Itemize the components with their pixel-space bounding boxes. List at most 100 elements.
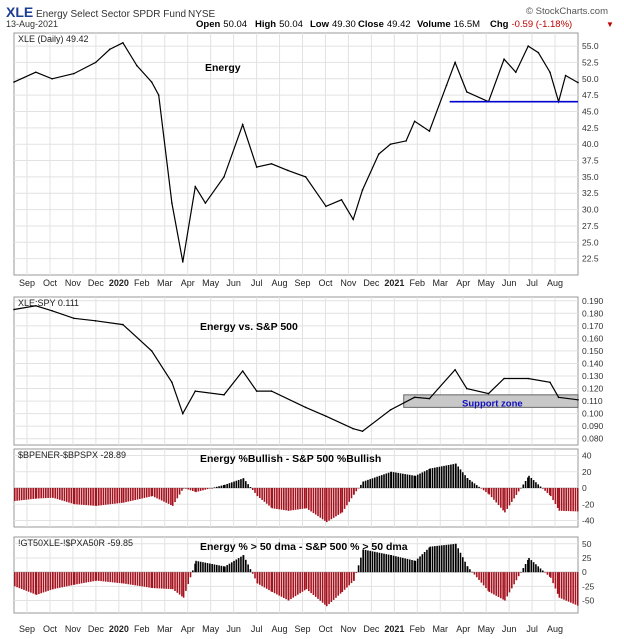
bar — [497, 488, 500, 506]
bar — [469, 479, 471, 488]
bar — [528, 475, 530, 488]
bar — [506, 572, 508, 597]
bar — [136, 572, 139, 586]
bar — [102, 572, 105, 582]
x-tick-label-top: 2021 — [384, 278, 404, 288]
bar — [475, 485, 478, 488]
bar — [195, 560, 197, 573]
bar — [570, 572, 572, 603]
bar — [292, 488, 295, 511]
bar — [127, 572, 130, 585]
bar — [510, 572, 513, 589]
bar — [346, 572, 348, 588]
bar — [240, 556, 242, 573]
bar — [230, 562, 233, 573]
bar — [153, 572, 156, 589]
bar — [459, 552, 462, 573]
y-tick-label: -50 — [582, 596, 595, 606]
bar — [176, 488, 179, 499]
bar — [78, 488, 81, 505]
data-point — [445, 84, 448, 87]
chg-value: -0.59 (-1.18%) — [511, 19, 572, 30]
bar — [376, 552, 378, 573]
bar — [414, 560, 417, 573]
data-point — [325, 415, 327, 417]
bar — [546, 572, 549, 575]
x-tick-label-top: Mar — [157, 278, 173, 288]
x-tick-label-bottom: Dec — [363, 624, 380, 634]
bar — [87, 488, 90, 506]
bar — [285, 572, 287, 600]
bar — [464, 561, 466, 573]
bar — [197, 488, 200, 492]
bar — [478, 486, 480, 488]
bar — [72, 488, 75, 504]
bar — [156, 488, 158, 499]
data-point — [465, 387, 468, 390]
bar — [111, 572, 114, 583]
y-tick-label: 0.180 — [582, 308, 604, 318]
bar — [339, 488, 342, 514]
data-point — [413, 120, 416, 123]
bar — [576, 488, 579, 512]
bar — [134, 488, 137, 501]
bar — [44, 572, 47, 592]
bar — [574, 488, 577, 512]
bar — [390, 471, 393, 488]
bar — [374, 477, 376, 488]
data-point — [389, 143, 392, 145]
bar — [539, 486, 542, 488]
bar — [278, 488, 280, 510]
bar — [343, 572, 346, 590]
bar — [360, 484, 362, 488]
bar — [392, 555, 395, 573]
bar — [504, 488, 506, 513]
data-point — [389, 409, 392, 411]
y-tick-label: 37.5 — [582, 156, 599, 166]
y-tick-label: 42.5 — [582, 123, 599, 133]
bar — [153, 488, 156, 498]
bar — [544, 488, 546, 491]
bar — [276, 572, 278, 595]
bar — [211, 563, 213, 573]
bar — [348, 488, 351, 502]
bar — [30, 488, 32, 500]
panel-legend: $BPENER-$BPSPX -28.89 — [18, 450, 126, 460]
bar — [211, 487, 213, 489]
bar — [548, 572, 551, 577]
bar — [256, 572, 259, 584]
bar — [421, 554, 424, 573]
x-tick-label-bottom: Jul — [526, 624, 538, 634]
bar — [95, 572, 98, 581]
data-point — [454, 368, 456, 371]
bar — [348, 572, 351, 586]
bar — [213, 564, 216, 573]
bar — [469, 569, 471, 573]
bar — [434, 467, 436, 488]
bar — [261, 572, 263, 587]
x-tick-label-top: Aug — [272, 278, 288, 288]
bar — [141, 488, 143, 499]
panel-annotation: Energy % > 50 dma - S&P 500 % > 50 dma — [200, 541, 408, 553]
x-tick-label-bottom: Nov — [65, 624, 82, 634]
data-point — [182, 412, 184, 415]
bar — [94, 572, 97, 581]
bar — [369, 550, 372, 573]
bar — [330, 488, 333, 520]
bar — [459, 469, 462, 488]
source-credit: © StockCharts.com — [526, 6, 608, 17]
bar — [480, 488, 483, 489]
bar — [90, 488, 92, 506]
bar — [549, 572, 552, 578]
y-tick-label: 40.0 — [582, 139, 599, 149]
bar — [297, 488, 299, 510]
bar — [109, 572, 112, 583]
bar — [414, 475, 417, 488]
data-point — [352, 218, 354, 221]
bar — [273, 572, 276, 594]
x-tick-label-top: Oct — [318, 278, 333, 288]
data-point — [503, 58, 505, 60]
x-tick-label-top: Aug — [547, 278, 563, 288]
y-tick-label: 0.150 — [582, 346, 604, 356]
bar — [268, 572, 270, 591]
